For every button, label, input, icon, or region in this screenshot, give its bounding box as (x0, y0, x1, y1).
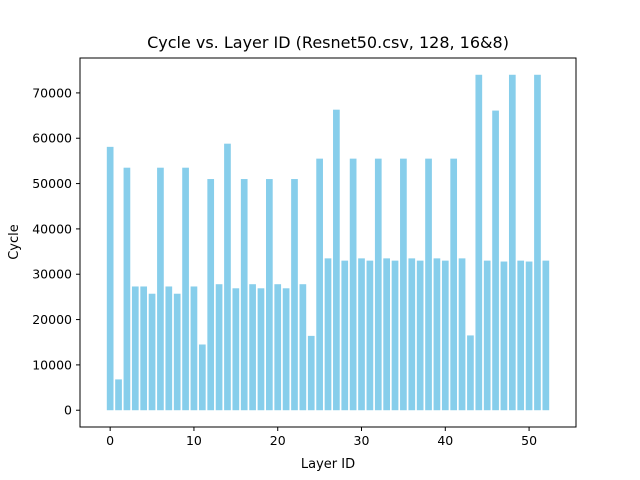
bar-layer-6 (157, 167, 164, 411)
bar-layer-23 (299, 284, 307, 411)
bar-layer-35 (400, 158, 407, 411)
bar-layer-24 (307, 335, 315, 411)
bar-layer-43 (467, 335, 474, 411)
x-axis-label: Layer ID (301, 457, 355, 472)
bar-layer-27 (333, 109, 340, 411)
bar-layer-42 (458, 258, 466, 411)
y-axis-ticks: 0 10000 20000 30000 40000 50000 60000 70000 (32, 85, 80, 418)
bar-layer-14 (224, 143, 231, 411)
bar-layer-18 (257, 288, 265, 411)
bar-layer-46 (492, 110, 499, 411)
x-tick-label: 0 (106, 433, 114, 448)
bar-layer-40 (441, 260, 449, 411)
bar-layer-52 (542, 260, 550, 411)
bar-layer-31 (366, 260, 374, 411)
bar-layer-47 (500, 261, 508, 411)
bars (106, 74, 550, 411)
bar-layer-7 (165, 286, 173, 411)
x-tick-label: 30 (354, 433, 370, 448)
bar-layer-48 (508, 74, 516, 411)
bar-layer-36 (408, 258, 416, 411)
y-axis-label: Cycle (7, 224, 22, 260)
bar-layer-51 (534, 74, 541, 411)
y-tick-label: 20000 (32, 312, 72, 327)
bar-layer-12 (207, 179, 215, 411)
y-tick-label: 70000 (32, 85, 72, 100)
bar-layer-28 (341, 260, 349, 411)
x-tick-label: 50 (521, 433, 537, 448)
bar-layer-11 (198, 344, 206, 411)
bar-layer-21 (282, 288, 290, 411)
bar-layer-5 (148, 293, 156, 411)
bar-layer-9 (182, 167, 189, 411)
bar-layer-25 (316, 158, 323, 411)
bar-layer-32 (374, 158, 382, 411)
bar-layer-29 (349, 158, 357, 411)
y-tick-label: 0 (64, 403, 72, 418)
x-axis-ticks: 0 10 20 30 40 50 (106, 427, 537, 448)
bar-layer-33 (383, 258, 390, 411)
bar-layer-38 (425, 158, 432, 411)
bar-layer-10 (190, 286, 198, 411)
bar-layer-16 (240, 179, 248, 411)
x-tick-label: 10 (186, 433, 202, 448)
bar-layer-13 (215, 284, 223, 411)
bar-layer-1 (115, 379, 122, 411)
bar-layer-22 (291, 179, 298, 411)
bar-layer-2 (123, 167, 131, 411)
bar-layer-8 (173, 293, 181, 411)
bar-layer-3 (131, 286, 139, 411)
chart-title: Cycle vs. Layer ID (Resnet50.csv, 128, 1… (147, 33, 509, 52)
bar-layer-26 (324, 258, 332, 411)
bar-layer-15 (232, 288, 240, 411)
bar-layer-44 (475, 74, 483, 411)
y-tick-label: 50000 (32, 176, 72, 191)
bar-layer-45 (483, 260, 491, 411)
bar-layer-30 (358, 258, 365, 411)
bar-layer-19 (266, 179, 273, 411)
bar-layer-49 (517, 260, 525, 411)
x-tick-label: 40 (437, 433, 453, 448)
bar-layer-4 (140, 286, 148, 411)
y-tick-label: 40000 (32, 221, 72, 236)
bar-layer-39 (433, 258, 441, 411)
bar-layer-17 (249, 284, 256, 411)
bar-layer-37 (416, 260, 424, 411)
bar-layer-0 (106, 146, 114, 411)
axes-frame (79, 57, 577, 428)
bar-layer-34 (391, 260, 399, 411)
y-tick-label: 60000 (32, 131, 72, 146)
bar-layer-41 (450, 158, 458, 411)
bar-layer-50 (525, 261, 533, 411)
bar-layer-20 (274, 284, 282, 411)
y-tick-label: 10000 (32, 357, 72, 372)
x-tick-label: 20 (270, 433, 286, 448)
y-tick-label: 30000 (32, 267, 72, 282)
